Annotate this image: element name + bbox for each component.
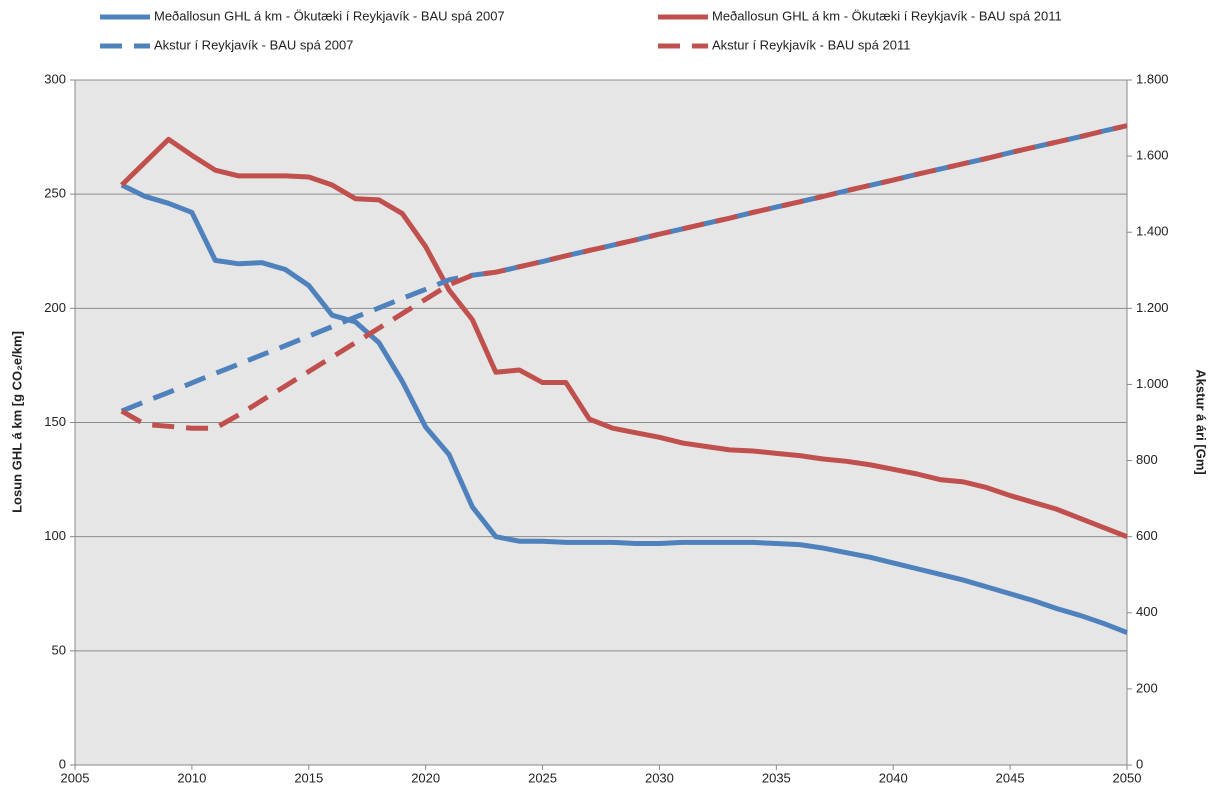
series-line xyxy=(120,182,1128,635)
x-tick-label: 2005 xyxy=(61,770,90,785)
y-tick-label: 100 xyxy=(44,528,66,543)
y-tick-label: 150 xyxy=(44,414,66,429)
legend-label: Akstur í Reykjavík - BAU spá 2007 xyxy=(154,37,353,52)
x-tick-label: 2050 xyxy=(1113,770,1142,785)
y2-tick-label: 600 xyxy=(1136,528,1158,543)
x-tick-label: 2010 xyxy=(177,770,206,785)
y-tick-label: 250 xyxy=(44,186,66,201)
y2-tick-label: 400 xyxy=(1136,604,1158,619)
y2-tick-label: 1.000 xyxy=(1136,376,1169,391)
y-tick-label: 200 xyxy=(44,300,66,315)
y2-tick-label: 1.800 xyxy=(1136,71,1169,86)
legend-label: Akstur í Reykjavík - BAU spá 2011 xyxy=(712,37,910,52)
y2-tick-label: 0 xyxy=(1136,756,1143,771)
y2-tick-label: 200 xyxy=(1136,680,1158,695)
y-tick-label: 300 xyxy=(44,71,66,86)
x-tick-label: 2015 xyxy=(294,770,323,785)
y-tick-label: 0 xyxy=(59,756,66,771)
x-tick-label: 2020 xyxy=(411,770,440,785)
series-line xyxy=(120,123,1128,431)
x-tick-label: 2030 xyxy=(645,770,674,785)
x-tick-label: 2035 xyxy=(762,770,791,785)
legend-label: Meðallosun GHL á km - Ökutæki í Reykjaví… xyxy=(154,8,505,23)
x-tick-label: 2045 xyxy=(996,770,1025,785)
y2-tick-label: 1.600 xyxy=(1136,148,1169,163)
series-line xyxy=(120,136,1128,539)
y2-tick-label: 800 xyxy=(1136,452,1158,467)
x-tick-label: 2025 xyxy=(528,770,557,785)
x-tick-label: 2040 xyxy=(879,770,908,785)
y2-axis-title: Akstur á ári [Gm] xyxy=(1194,369,1209,474)
y2-tick-label: 1.400 xyxy=(1136,224,1169,239)
series-line xyxy=(120,123,1128,414)
y-tick-label: 50 xyxy=(52,642,66,657)
y-axis-title: Losun GHL á km [g CO₂e/km] xyxy=(9,331,24,513)
legend-label: Meðallosun GHL á km - Ökutæki í Reykjaví… xyxy=(712,8,1062,23)
y2-tick-label: 1.200 xyxy=(1136,300,1169,315)
